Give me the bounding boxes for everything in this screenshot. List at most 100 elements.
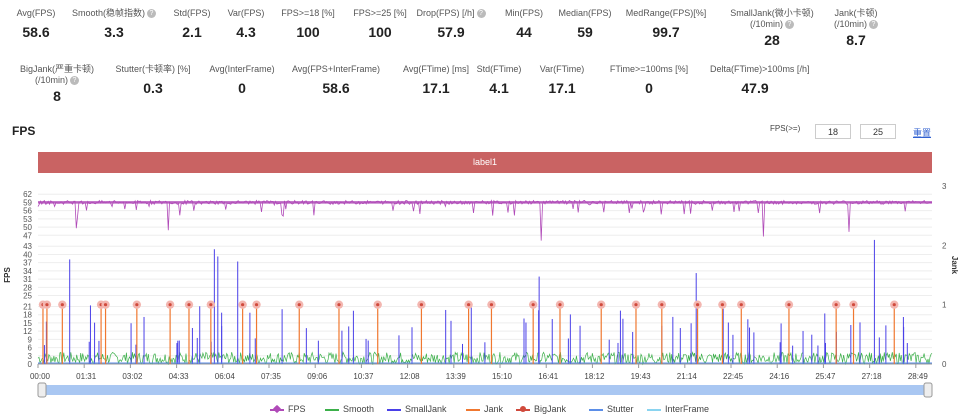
x-tick-label: 04:33 (169, 372, 190, 381)
bigjank-marker (489, 303, 494, 307)
fps-filter-label: FPS(>=) (770, 124, 801, 133)
metric-label: Std(FTime) (454, 64, 544, 75)
legend-label: SmallJank (405, 404, 447, 414)
metric-label-text: Std(FTime) (476, 64, 522, 74)
x-tick-label: 09:06 (307, 372, 328, 381)
metric-value: 57.9 (437, 24, 465, 40)
reset-link[interactable]: 重置 (913, 128, 932, 138)
legend-item-smooth[interactable]: Smooth (325, 404, 374, 414)
fps-series-line (37, 199, 933, 241)
metric-card: Avg(FPS) 58.6 (0, 8, 81, 40)
metric-label: BigJank(严重卡顿) (12, 64, 102, 75)
metric-label-text: Std(FPS) (173, 8, 211, 18)
metric-label: FPS>=18 [%] (263, 8, 353, 19)
bigjank-marker (187, 303, 191, 307)
time-range-slider[interactable] (42, 385, 928, 395)
metric-value: 28 (764, 32, 780, 48)
line-marker-icon (647, 408, 661, 411)
slider-handle-right[interactable] (923, 382, 933, 398)
diamond-marker-icon (270, 404, 284, 413)
metric-card: MedRange(FPS)[%] 99.7 (621, 8, 711, 40)
bigjank-marker (209, 303, 213, 307)
legend-item-interframe[interactable]: InterFrame (647, 404, 709, 414)
bigjank-marker (720, 303, 725, 307)
label-band[interactable]: label1 (38, 152, 932, 173)
line-marker-icon (589, 408, 603, 411)
chart-legend[interactable]: FPS Smooth SmallJank Jank BigJank Stutter Inte… (0, 404, 960, 418)
circle-marker-icon (516, 405, 530, 412)
metric-label: SmallJank(微小卡顿) (727, 8, 817, 19)
legend-label: Stutter (607, 404, 634, 414)
legend-item-smalljank[interactable]: SmallJank (387, 404, 447, 414)
metric-card: BigJank(严重卡顿) (/10min)? 8 (12, 64, 102, 104)
metric-label: Median(FPS) (540, 8, 630, 19)
x-tick-label: 06:04 (215, 372, 236, 381)
fps-threshold-1-input[interactable]: 18 (815, 124, 851, 139)
metric-value: 8.7 (846, 32, 866, 48)
line-marker-icon (325, 408, 339, 411)
bigjank-marker (834, 303, 838, 307)
metric-card: Delta(FTime)>100ms [/h] 47.9 (710, 64, 809, 96)
y-left-tick-label: 47 (23, 231, 32, 240)
y-left-tick-label: 12 (23, 327, 32, 336)
y-left-tick-label: 6 (28, 344, 33, 353)
metric-card: Var(FTime) 17.1 (517, 64, 607, 96)
help-icon[interactable]: ? (147, 9, 156, 19)
y-left-axis-label: FPS (3, 267, 12, 283)
y-left-tick-label: 28 (23, 283, 32, 292)
help-icon[interactable]: ? (70, 76, 79, 86)
bigjank-marker (695, 303, 700, 307)
y-right-tick-label: 2 (942, 241, 947, 250)
metric-card: Var(FPS) 4.3 (201, 8, 291, 40)
metric-label-text: FPS>=25 [%] (353, 8, 407, 18)
x-tick-label: 07:35 (261, 372, 282, 381)
x-tick-label: 16:41 (538, 372, 559, 381)
legend-label: InterFrame (665, 404, 710, 414)
bigjank-marker (45, 303, 49, 307)
metric-label: Std(FPS) (147, 8, 237, 19)
metric-card: Avg(InterFrame) 0 (197, 64, 287, 96)
metric-label-text: Delta(FTime)>100ms [/h] (710, 64, 810, 74)
y-left-tick-label: 59 (23, 198, 32, 207)
legend-item-stutter[interactable]: Stutter (589, 404, 634, 414)
bigjank-marker (531, 303, 535, 307)
metric-card: Smooth(稳帧指数)? 3.3 (69, 8, 159, 40)
metric-label-text: Avg(FPS+InterFrame) (291, 64, 381, 74)
x-tick-label: 24:16 (769, 372, 790, 381)
metric-label-text: Stutter(卡顿率) [%] (115, 64, 191, 74)
metric-label-text: MedRange(FPS)[%] (625, 8, 707, 18)
help-icon[interactable]: ? (476, 9, 486, 19)
legend-item-fps[interactable]: FPS (270, 404, 306, 414)
metric-value: 3.3 (104, 24, 124, 40)
metric-value: 44 (516, 24, 532, 40)
x-tick-label: 12:08 (400, 372, 421, 381)
y-left-tick-label: 0 (28, 360, 33, 369)
metric-value: 58.6 (322, 80, 350, 96)
line-marker-icon (387, 408, 401, 411)
metric-label: MedRange(FPS)[%] (621, 8, 711, 19)
metric-card: Jank(卡顿) (/10min)? 8.7 (811, 8, 901, 48)
legend-item-bigjank[interactable]: BigJank (516, 404, 566, 414)
metric-label-text: FTime>=100ms [%] (609, 64, 689, 74)
y-left-tick-label: 50 (23, 223, 32, 232)
slider-handle-left[interactable] (37, 382, 47, 398)
legend-dot (272, 404, 282, 413)
metric-value: 0 (238, 80, 246, 96)
metric-label-text: Median(FPS) (558, 8, 612, 18)
help-icon[interactable]: ? (869, 20, 878, 30)
metric-value: 59 (577, 24, 593, 40)
metric-card: Avg(FPS+InterFrame) 58.6 (291, 64, 381, 96)
bigjank-marker (660, 303, 664, 307)
help-icon[interactable]: ? (785, 20, 794, 30)
legend-item-jank[interactable]: Jank (466, 404, 503, 414)
fps-threshold-2-input[interactable]: 25 (860, 124, 896, 139)
y-left-tick-label: 25 (23, 292, 32, 301)
metric-label-unit: (/10min) (749, 19, 783, 29)
metric-label-text: BigJank(严重卡顿) (19, 64, 94, 74)
x-tick-label: 27:18 (862, 372, 883, 381)
metric-card: Min(FPS) 44 (479, 8, 569, 40)
fps-chart[interactable]: 0369121518212528313437404347505356596201… (0, 176, 960, 406)
bigjank-marker (467, 303, 471, 307)
y-left-tick-label: 56 (23, 207, 32, 216)
metric-value: 17.1 (422, 80, 450, 96)
